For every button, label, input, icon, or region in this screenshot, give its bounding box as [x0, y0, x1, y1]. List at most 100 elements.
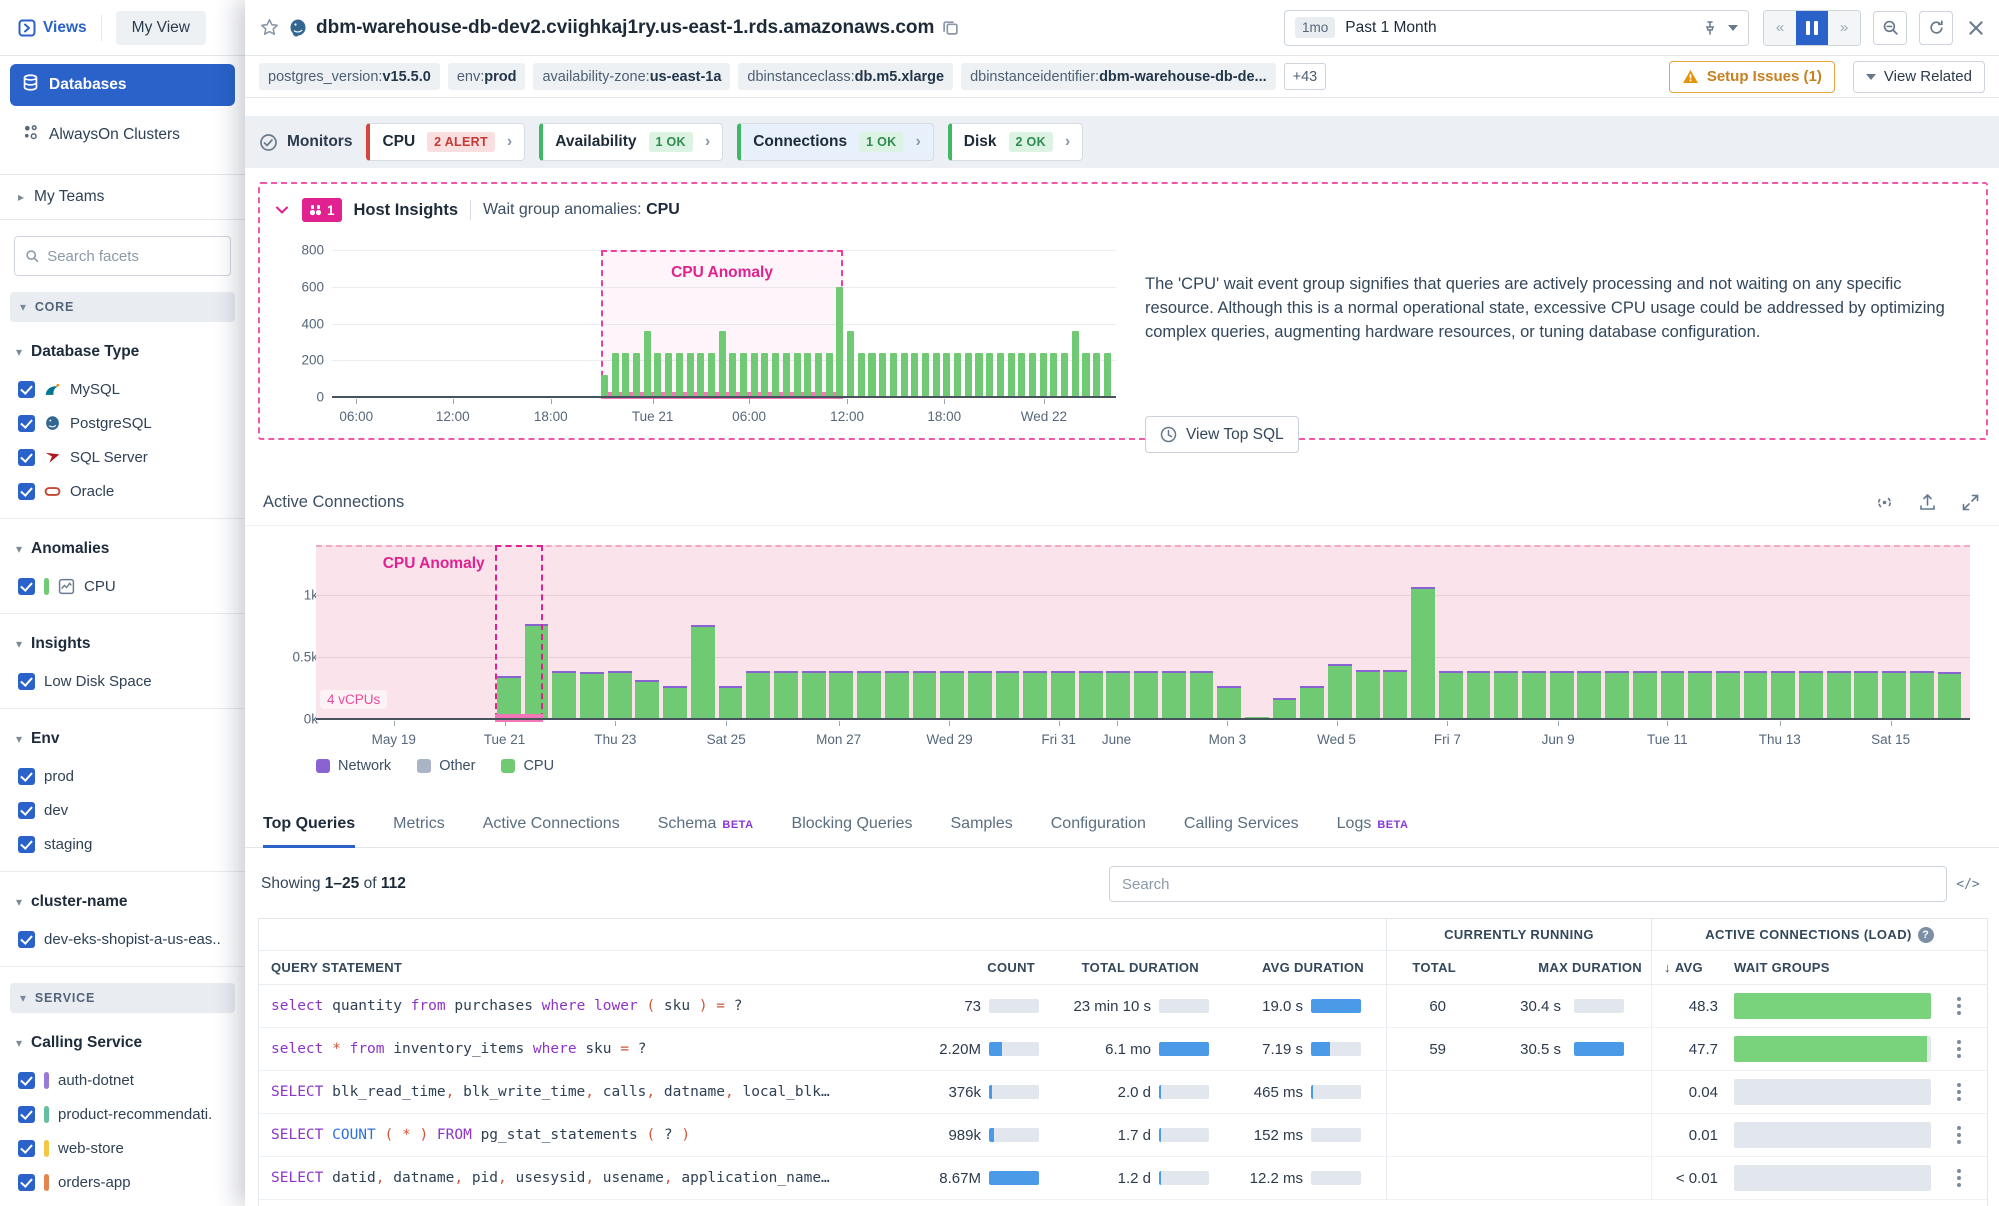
legend-item-other[interactable]: Other [417, 758, 475, 774]
checkbox-checked[interactable] [18, 672, 35, 690]
column-header-total[interactable]: TOTAL [1386, 951, 1458, 984]
facet-item-mysql[interactable]: MySQL [0, 372, 245, 406]
row-actions-kebab[interactable] [1931, 994, 1987, 1018]
tab-samples[interactable]: Samples [951, 815, 1013, 847]
tab-logs[interactable]: Logs BETA [1337, 815, 1409, 847]
tab-my-view[interactable]: My View [115, 10, 206, 45]
table-row[interactable]: SELECT blk_read_time, blk_write_time, ca… [259, 1071, 1987, 1114]
checkbox-checked[interactable] [18, 577, 35, 595]
tab-metrics[interactable]: Metrics [393, 815, 445, 847]
table-row[interactable]: SELECT COUNT ( * ) FROM pg_stat_statemen… [259, 1114, 1987, 1157]
facet-group-title[interactable]: ▾ Database Type [16, 334, 245, 370]
facet-group-title[interactable]: ▾ Anomalies [16, 531, 245, 567]
search-facets-input[interactable] [47, 247, 220, 265]
tab-schema[interactable]: Schema BETA [658, 815, 754, 847]
column-header-total-duration[interactable]: TOTAL DURATION [1081, 960, 1199, 975]
sidebar-item-my-teams[interactable]: ▸ My Teams [0, 174, 245, 220]
tag-pill[interactable]: dbinstanceclass: db.m5.xlarge [738, 63, 954, 90]
facet-item-dev[interactable]: dev [0, 793, 245, 827]
checkbox-checked[interactable] [18, 448, 35, 466]
tag-pill[interactable]: availability-zone: us-east-1a [533, 63, 731, 90]
facet-section-service[interactable]: ▾ SERVICE [10, 983, 235, 1013]
tab-active-connections[interactable]: Active Connections [483, 815, 620, 847]
active-connections-plot[interactable]: CPU Anomaly 4 vCPUs [316, 545, 1970, 726]
checkbox-checked[interactable] [18, 835, 35, 853]
row-actions-kebab[interactable] [1931, 1037, 1987, 1061]
column-header-count[interactable]: COUNT [987, 960, 1035, 975]
favorite-star-icon[interactable] [259, 17, 280, 38]
table-row[interactable]: select * from inventory_items where sku … [259, 1028, 1987, 1071]
pin-icon[interactable] [1702, 20, 1718, 36]
close-icon[interactable] [1967, 19, 1985, 37]
pause-live-button[interactable] [1796, 10, 1828, 45]
facet-section-core[interactable]: ▾ CORE [10, 292, 235, 322]
row-actions-kebab[interactable] [1931, 1166, 1987, 1190]
tab-configuration[interactable]: Configuration [1051, 815, 1146, 847]
monitor-card-cpu[interactable]: CPU 2 ALERT › [366, 123, 526, 161]
table-row[interactable]: SELECT datid, datname, pid, usesysid, us… [259, 1157, 1987, 1200]
host-insights-plot[interactable]: CPU Anomaly [332, 250, 1116, 404]
facet-group-title[interactable]: ▾ Env [16, 721, 245, 757]
view-related-button[interactable]: View Related [1852, 60, 1985, 93]
time-backward-button[interactable]: « [1764, 10, 1796, 45]
views-button[interactable]: Views [18, 19, 87, 37]
facet-item-web-store[interactable]: web-store [0, 1131, 245, 1165]
help-icon[interactable]: ? [1917, 926, 1934, 943]
sidebar-item-databases[interactable]: Databases [10, 64, 235, 106]
checkbox-checked[interactable] [18, 482, 35, 500]
code-view-button[interactable]: </> [1956, 876, 1980, 892]
sidebar-item-alwayson-clusters[interactable]: AlwaysOn Clusters [10, 114, 235, 156]
facet-item-oracle[interactable]: Oracle [0, 474, 245, 508]
column-header-query-statement[interactable]: QUERY STATEMENT [271, 960, 403, 975]
zoom-out-button[interactable] [1873, 10, 1907, 45]
expand-icon[interactable] [1960, 492, 1981, 513]
facet-item-postgresql[interactable]: PostgreSQL [0, 406, 245, 440]
tab-blocking-queries[interactable]: Blocking Queries [792, 815, 913, 847]
facet-item-inventory-app[interactable]: inventory-app [0, 1199, 245, 1206]
checkbox-checked[interactable] [18, 380, 35, 398]
facet-item-orders-app[interactable]: orders-app [0, 1165, 245, 1199]
copy-icon[interactable] [942, 19, 959, 36]
time-range-picker[interactable]: 1mo Past 1 Month [1284, 9, 1749, 46]
export-icon[interactable] [1917, 492, 1938, 513]
tab-top-queries[interactable]: Top Queries [263, 815, 356, 848]
row-actions-kebab[interactable] [1931, 1123, 1987, 1147]
legend-item-network[interactable]: Network [316, 758, 391, 774]
checkbox-checked[interactable] [18, 1173, 35, 1191]
checkbox-checked[interactable] [18, 1139, 35, 1157]
facet-group-title[interactable]: ▾ Insights [16, 626, 245, 662]
facet-item-product-recommendati-[interactable]: product-recommendati. [0, 1097, 245, 1131]
facet-item-low-disk-space[interactable]: Low Disk Space [0, 664, 245, 698]
time-forward-button[interactable]: » [1828, 10, 1860, 45]
more-tags-button[interactable]: +43 [1283, 63, 1327, 90]
checkbox-checked[interactable] [18, 801, 35, 819]
facet-item-prod[interactable]: prod [0, 759, 245, 793]
monitor-card-availability[interactable]: Availability 1 OK › [539, 123, 724, 161]
monitor-card-connections[interactable]: Connections 1 OK › [737, 123, 934, 161]
row-actions-kebab[interactable] [1931, 1080, 1987, 1104]
checkbox-checked[interactable] [18, 767, 35, 785]
view-top-sql-button[interactable]: View Top SQL [1145, 416, 1299, 453]
column-header-max-duration[interactable]: MAX DURATION [1538, 960, 1642, 975]
tab-calling-services[interactable]: Calling Services [1184, 815, 1299, 847]
tag-pill[interactable]: dbinstanceidentifier: dbm-warehouse-db-de… [961, 63, 1276, 90]
chevron-down-icon[interactable] [1728, 24, 1738, 31]
monitor-card-disk[interactable]: Disk 2 OK › [947, 123, 1084, 161]
facet-item-staging[interactable]: staging [0, 827, 245, 861]
column-header-wait-groups[interactable]: WAIT GROUPS [1734, 960, 1830, 975]
facet-item-sql-server[interactable]: SQL Server [0, 440, 245, 474]
checkbox-checked[interactable] [18, 930, 35, 948]
facet-group-title[interactable]: ▾ cluster-name [16, 884, 245, 920]
collapse-chevron-icon[interactable] [274, 202, 290, 218]
query-search-input[interactable] [1122, 875, 1934, 893]
live-updates-icon[interactable] [1874, 492, 1895, 513]
checkbox-checked[interactable] [18, 1071, 35, 1089]
column-header-avg-duration[interactable]: AVG DURATION [1261, 960, 1364, 975]
checkbox-checked[interactable] [18, 1105, 35, 1123]
refresh-button[interactable] [1919, 10, 1953, 45]
facet-item-dev-eks-shopist-a-us-eas-[interactable]: dev-eks-shopist-a-us-eas.. [0, 922, 245, 956]
legend-item-cpu[interactable]: CPU [501, 758, 554, 774]
column-header-avg-load[interactable]: ↓ AVG [1651, 951, 1718, 984]
checkbox-checked[interactable] [18, 414, 35, 432]
facet-item-auth-dotnet[interactable]: auth-dotnet [0, 1063, 245, 1097]
